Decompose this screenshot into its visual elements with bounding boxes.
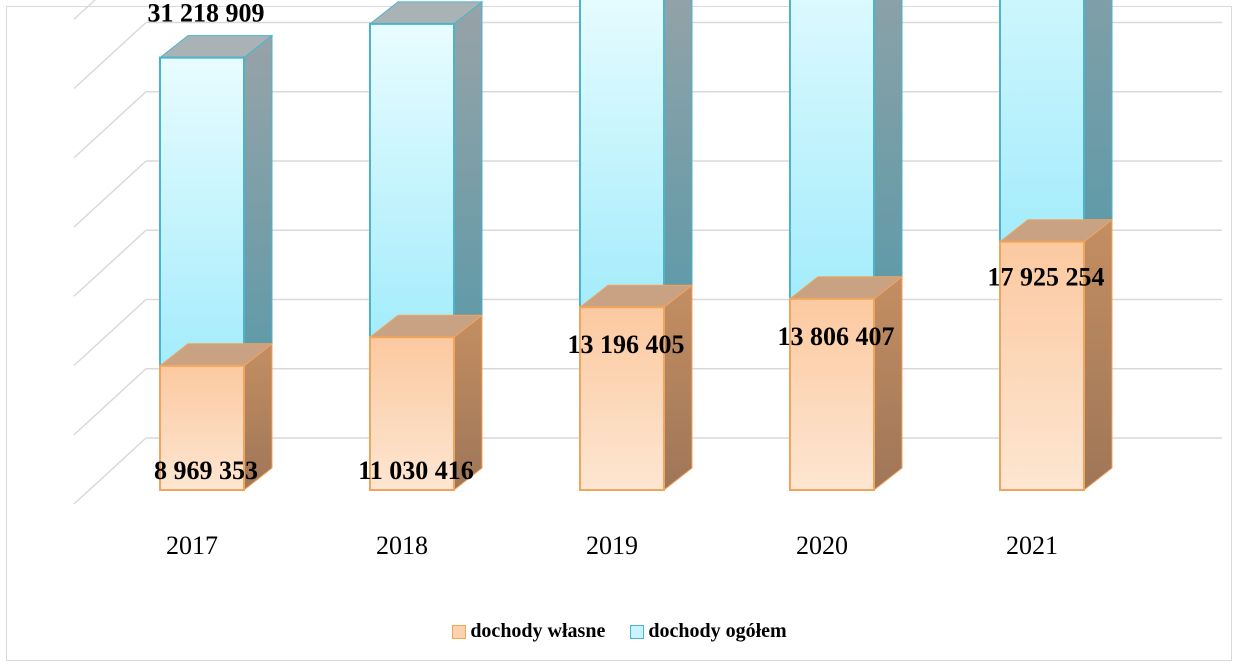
bar-dochody-wlasne-2020-side <box>873 275 903 492</box>
gridline-side <box>73 0 97 20</box>
data-label-dochody-wlasne-2020: 13 806 407 <box>778 322 895 351</box>
x-tick-label-2018: 2018 <box>376 531 428 560</box>
bar-dochody-wlasne-2021-front <box>999 240 1085 491</box>
bar-dochody-wlasne-2020-front <box>789 297 875 491</box>
bar-dochody-wlasne-2019-side <box>663 284 693 492</box>
legend-swatch-blue <box>630 624 645 639</box>
gridline-side <box>73 91 147 159</box>
legend-label-dochody-ogolem: dochody ogółem <box>648 620 787 642</box>
bar-dochody-ogolem-2019-side <box>663 0 693 309</box>
gridline-side <box>73 229 147 297</box>
bar-dochody-ogolem-2018-front <box>369 22 455 339</box>
x-tick-label-2021: 2021 <box>1006 531 1058 560</box>
bar-dochody-wlasne-2021-side <box>1083 218 1113 492</box>
bar-dochody-wlasne-2019-front <box>579 306 665 491</box>
data-label-dochody-wlasne-2017: 8 969 353 <box>154 456 258 485</box>
bar-dochody-ogolem-2020-side <box>873 0 903 300</box>
bar-dochody-ogolem-2021-side <box>1083 0 1113 243</box>
bar-dochody-ogolem-2021-front <box>999 0 1085 243</box>
x-tick-label-2019: 2019 <box>586 531 638 560</box>
bar-dochody-ogolem-2020-front <box>789 0 875 300</box>
data-label-dochody-wlasne-2021: 17 925 254 <box>988 263 1105 292</box>
legend: dochody własne dochody ogółem <box>0 620 1239 645</box>
legend-item-dochody-wlasne: dochody własne <box>452 620 605 643</box>
bar-dochody-wlasne-2017-front <box>159 364 245 492</box>
gridline-side <box>73 21 147 90</box>
legend-swatch-orange <box>452 624 467 639</box>
gridline-side <box>73 368 147 436</box>
data-label-dochody-wlasne-2019: 13 196 405 <box>568 330 685 359</box>
bar-dochody-ogolem-2019-front <box>579 0 665 309</box>
bar-dochody-ogolem-2018-side <box>453 0 483 339</box>
x-tick-label-2020: 2020 <box>796 531 848 560</box>
data-label-dochody-wlasne-2018: 11 030 416 <box>358 456 474 485</box>
bar-dochody-ogolem-2017-front <box>159 56 245 367</box>
bar-dochody-ogolem-2017-side <box>243 34 273 367</box>
gridline-side <box>73 298 147 367</box>
gridline-side <box>73 437 147 505</box>
legend-item-dochody-ogolem: dochody ogółem <box>630 620 787 643</box>
gridline-side <box>73 160 147 228</box>
legend-label-dochody-wlasne: dochody własne <box>470 620 606 642</box>
bar-dochody-wlasne-2018-front <box>369 336 455 491</box>
data-label-dochody-ogolem-2017: 31 218 909 <box>148 0 265 28</box>
x-tick-label-2017: 2017 <box>166 531 218 560</box>
